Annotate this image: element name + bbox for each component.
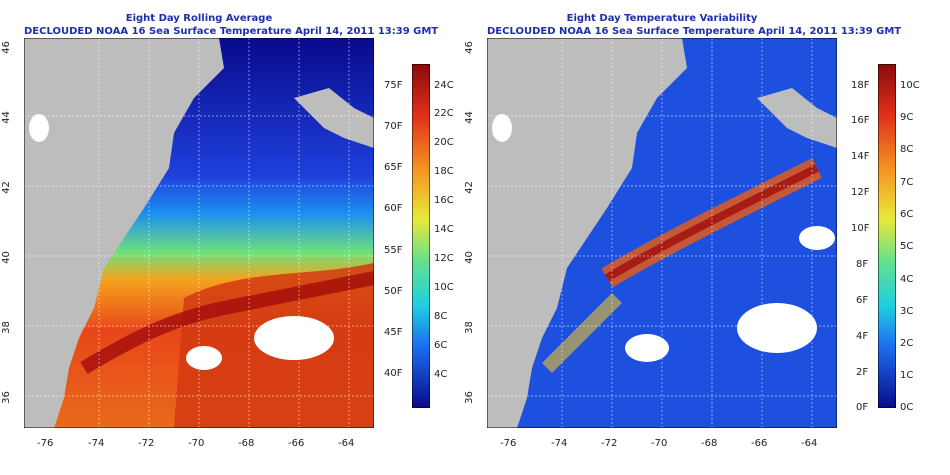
colorbar-c-label: 8C (434, 311, 448, 322)
x-tick: -76 (500, 438, 517, 449)
colorbar-c-label: 24C (434, 80, 454, 91)
colorbar-c-label: 6C (434, 340, 448, 351)
colorbar-f-label: 18F (851, 80, 870, 91)
colorbar-f-label: 75F (384, 80, 403, 91)
colorbar-c-label: 10C (434, 282, 454, 293)
colorbar-c-label: 14C (434, 224, 454, 235)
colorbar-c-label: 3C (900, 306, 914, 317)
right-colorbar (878, 64, 896, 408)
colorbar-c-label: 18C (434, 166, 454, 177)
x-tick: -66 (288, 438, 305, 449)
colorbar-c-label: 10C (900, 80, 920, 91)
variability-band (604, 164, 819, 282)
colorbar-f-label: 14F (851, 151, 870, 162)
left-title-line1: Eight Day Rolling Average (125, 13, 273, 24)
land-mass-ne (294, 88, 374, 148)
x-tick: -76 (37, 438, 54, 449)
grid-lines (24, 38, 374, 428)
colorbar-f-label: 6F (856, 295, 869, 306)
colorbar-c-label: 7C (900, 177, 914, 188)
cloud-patch (254, 316, 334, 360)
cloud-patch (29, 114, 49, 142)
colorbar-f-label: 12F (851, 187, 870, 198)
colorbar-f-label: 65F (384, 162, 403, 173)
colorbar-c-label: 4C (900, 274, 914, 285)
colorbar-c-label: 12C (434, 253, 454, 264)
y-tick: 44 (0, 111, 12, 124)
y-tick: 42 (463, 181, 475, 194)
colorbar-f-label: 50F (384, 286, 403, 297)
x-tick: -68 (238, 438, 255, 449)
cloud-patch (186, 346, 222, 370)
colorbar-c-label: 0C (900, 402, 914, 413)
y-tick: 38 (463, 321, 475, 334)
x-tick: -66 (751, 438, 768, 449)
colorbar-f-label: 8F (856, 259, 869, 270)
colorbar-c-label: 20C (434, 137, 454, 148)
grid-lines (487, 38, 837, 428)
y-tick: 36 (463, 391, 475, 404)
x-tick: -70 (188, 438, 205, 449)
colorbar-f-label: 40F (384, 368, 403, 379)
x-tick: -72 (138, 438, 155, 449)
left-sst-map (24, 38, 374, 428)
right-title-line1: Eight Day Temperature Variability (566, 13, 758, 24)
x-tick: -70 (651, 438, 668, 449)
y-tick: 46 (0, 41, 12, 54)
colorbar-f-label: 16F (851, 115, 870, 126)
cloud-patch (492, 114, 512, 142)
x-tick: -64 (801, 438, 818, 449)
y-tick: 42 (0, 181, 12, 194)
y-tick: 46 (463, 41, 475, 54)
left-colorbar (412, 64, 430, 408)
colorbar-f-label: 10F (851, 223, 870, 234)
left-title-line2: DECLOUDED NOAA 16 Sea Surface Temperatur… (24, 26, 439, 37)
land-mass (24, 38, 224, 428)
colorbar-c-label: 1C (900, 370, 914, 381)
x-tick: -64 (338, 438, 355, 449)
colorbar-c-label: 22C (434, 108, 454, 119)
y-tick: 40 (0, 251, 12, 264)
y-tick: 38 (0, 321, 12, 334)
y-tick: 36 (0, 391, 12, 404)
x-tick: -74 (551, 438, 568, 449)
right-title-line2: DECLOUDED NOAA 16 Sea Surface Temperatur… (487, 26, 902, 37)
land-mass-ne (757, 88, 837, 148)
gulf-stream (80, 271, 374, 375)
cloud-patch (625, 334, 669, 362)
right-variability-map (487, 38, 837, 428)
y-tick: 40 (463, 251, 475, 264)
colorbar-c-label: 9C (900, 112, 914, 123)
x-tick: -68 (701, 438, 718, 449)
colorbar-c-label: 6C (900, 209, 914, 220)
variability-band (542, 293, 622, 373)
colorbar-f-label: 2F (856, 367, 869, 378)
colorbar-c-label: 8C (900, 144, 914, 155)
x-tick: -72 (601, 438, 618, 449)
x-tick: -74 (88, 438, 105, 449)
colorbar-f-label: 60F (384, 203, 403, 214)
colorbar-c-label: 2C (900, 338, 914, 349)
colorbar-f-label: 0F (856, 402, 869, 413)
colorbar-f-label: 55F (384, 245, 403, 256)
y-tick: 44 (463, 111, 475, 124)
colorbar-f-label: 4F (856, 331, 869, 342)
colorbar-c-label: 4C (434, 369, 448, 380)
colorbar-f-label: 45F (384, 327, 403, 338)
colorbar-f-label: 70F (384, 121, 403, 132)
colorbar-c-label: 5C (900, 241, 914, 252)
land-mass (487, 38, 687, 428)
cloud-patch (799, 226, 835, 250)
cloud-patch (737, 303, 817, 353)
colorbar-c-label: 16C (434, 195, 454, 206)
